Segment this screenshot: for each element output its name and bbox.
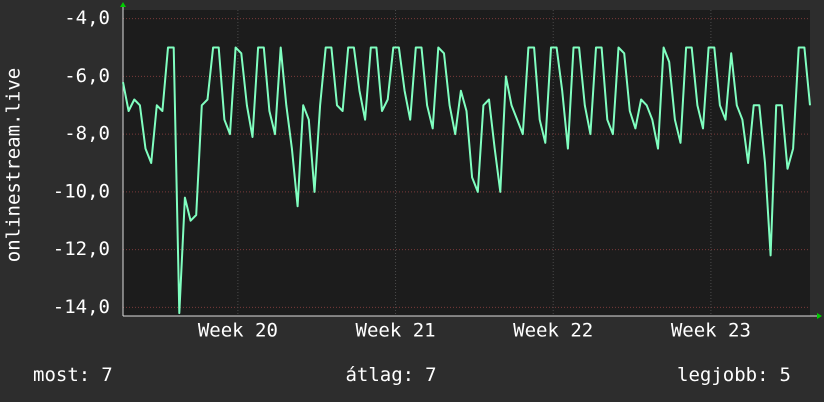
x-tick-label: Week 23 [671,320,751,342]
data-line [122,46,811,315]
stat-value: 7 [425,364,436,386]
stat-label: átlag: [345,364,414,386]
stat: legjobb: 5 [677,364,791,386]
y-tick-label: -4,0 [64,7,110,29]
x-tick-label: Week 22 [513,320,593,342]
axis-arrow [120,2,126,7]
x-tick-label: Week 21 [356,320,436,342]
y-tick-label: -12,0 [53,238,110,260]
y-axis-label: onlinestream.live [3,68,25,262]
stat: átlag: 7 [345,364,436,386]
y-tick-label: -14,0 [53,296,110,318]
stat-value: 7 [101,364,112,386]
y-tick-label: -8,0 [64,123,110,145]
x-tick-label: Week 20 [198,320,278,342]
stat-label: most: [33,364,90,386]
axis-arrow [817,313,822,319]
stat-value: 5 [780,364,791,386]
stat: most: 7 [33,364,113,386]
plot-area [123,10,810,316]
y-tick-label: -10,0 [53,180,110,202]
y-tick-label: -6,0 [64,65,110,87]
stat-label: legjobb: [677,364,769,386]
